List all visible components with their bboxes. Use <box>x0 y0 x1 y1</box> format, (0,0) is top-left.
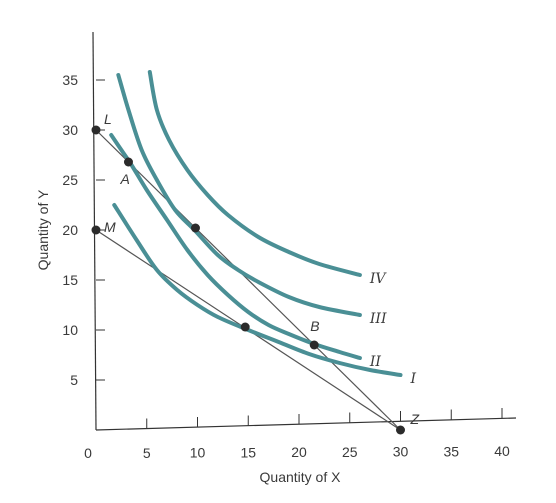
y-tick-label: 5 <box>70 372 78 388</box>
axes <box>92 31 517 431</box>
point-Z <box>396 425 405 435</box>
x-tick-label: 0 <box>84 445 92 461</box>
curve-label-IV: IV <box>369 271 388 287</box>
x-tick-label: 40 <box>494 443 510 459</box>
y-tick-label: 30 <box>62 122 78 138</box>
point <box>190 223 200 233</box>
x-tick-label: 25 <box>342 444 358 460</box>
point-label-L: L <box>104 111 112 127</box>
point <box>240 322 250 332</box>
indifference-curve-IV <box>147 70 362 277</box>
x-tick-label: 5 <box>143 445 151 461</box>
x-tick-label: 20 <box>291 444 307 460</box>
ticks: 0 5 10 15 20 25 30 35 40 5 10 15 20 25 30 35 <box>62 72 510 461</box>
point-M <box>91 225 101 235</box>
curve-label-I: I <box>410 371 417 387</box>
x-axis <box>95 417 517 431</box>
y-tick-label: 35 <box>62 72 78 88</box>
indifference-curve-III <box>116 73 362 317</box>
point-label-B: B <box>310 318 319 334</box>
y-axis-label: Quantity of Y <box>35 189 51 270</box>
point-B <box>309 340 319 350</box>
budget-line-LZ <box>95 129 401 431</box>
x-axis-label: Quantity of X <box>260 469 342 485</box>
y-tick-label: 25 <box>62 172 78 188</box>
y-tick-label: 20 <box>62 222 78 238</box>
x-tick-label: 30 <box>393 444 409 460</box>
point-label-M: M <box>104 219 116 235</box>
x-tick-label: 10 <box>190 445 206 461</box>
curve-label-II: II <box>369 354 382 370</box>
indifference-curve-I <box>112 203 403 377</box>
y-tick-label: 10 <box>62 322 78 338</box>
point-L <box>91 125 101 135</box>
point-A <box>123 157 133 167</box>
point-label-A: A <box>119 171 129 187</box>
x-tick-label: 15 <box>240 444 256 460</box>
x-tick-label: 35 <box>443 443 459 459</box>
points: L M Z A B <box>91 111 420 435</box>
indifference-curves <box>109 70 403 377</box>
y-tick-label: 15 <box>62 272 78 288</box>
point-label-Z: Z <box>410 411 420 427</box>
curve-label-III: III <box>369 311 387 327</box>
budget-lines <box>95 129 401 431</box>
